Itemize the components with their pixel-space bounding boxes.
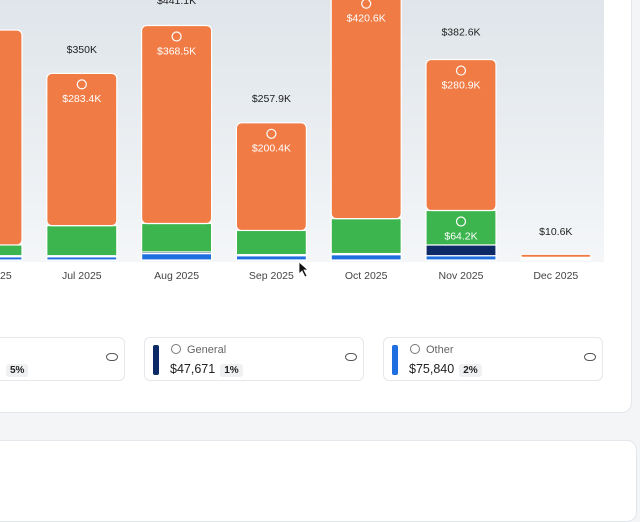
swatch — [153, 345, 159, 375]
total-label: $350K — [67, 44, 97, 56]
card-amount: $47,671 — [170, 362, 216, 376]
segment-icon — [171, 31, 182, 42]
bar-segment — [425, 58, 497, 212]
eye-icon[interactable] — [345, 353, 357, 361]
bar-segment — [520, 253, 592, 258]
card-value: 5% — [1, 362, 29, 377]
card-percent: 5% — [6, 364, 29, 377]
total-label: $382.6K — [441, 26, 480, 38]
bar-segment — [330, 0, 402, 220]
bar-segment — [141, 252, 213, 261]
next-panel — [0, 440, 637, 522]
bar-segment — [46, 225, 118, 257]
card-value: $47,671 1% — [170, 362, 243, 377]
eye-icon[interactable] — [584, 353, 596, 361]
segment-label: $64.2K — [444, 230, 477, 242]
total-label: $441.1K — [157, 0, 196, 7]
segment-label: $283.4K — [62, 93, 101, 105]
card-name: General — [187, 344, 227, 356]
bar-segment — [46, 72, 118, 227]
x-tick-label: Dec 2025 — [533, 270, 578, 282]
bar-segment — [235, 255, 307, 261]
card-name: Other — [426, 344, 454, 356]
bar-segment — [330, 254, 402, 261]
bar-segment — [425, 209, 497, 246]
bar-segment — [425, 255, 497, 261]
segment-icon — [361, 0, 372, 9]
x-tick-label: Jul 2025 — [62, 270, 102, 282]
segment-icon — [266, 128, 277, 139]
x-tick-label: Oct 2025 — [345, 270, 388, 282]
card-percent: 1% — [220, 364, 243, 377]
eye-icon[interactable] — [106, 353, 118, 361]
chart: 25 Jul 2025 $283.4K $350K Aug 2025 $368.5K $44… — [0, 0, 604, 282]
x-tick-label: Nov 2025 — [439, 270, 484, 282]
bar-segment — [0, 29, 23, 246]
segment-label: $420.6K — [347, 12, 386, 24]
card-amount: $75,840 — [409, 362, 455, 376]
bar-segment — [235, 229, 307, 256]
x-tick-label: Aug 2025 — [154, 270, 199, 282]
facebook-icon — [410, 344, 420, 354]
legend-card: 5% — [0, 337, 125, 381]
segment-label: $368.5K — [157, 45, 196, 57]
bar-segment — [141, 222, 213, 253]
card-percent: 2% — [459, 364, 482, 377]
segment-label: $200.4K — [252, 143, 291, 155]
swatch — [392, 345, 398, 375]
bar-segment — [0, 244, 23, 257]
facebook-icon — [171, 344, 181, 354]
bar-segment — [0, 256, 23, 261]
total-label: $257.9K — [252, 93, 291, 105]
x-tick-label: 25 — [0, 270, 12, 282]
total-label: $10.6K — [539, 226, 572, 238]
legend-card: Other $75,840 2% — [383, 337, 603, 381]
segment-icon — [455, 216, 467, 227]
bar-segment — [141, 24, 213, 225]
cursor — [298, 261, 310, 278]
segment-label: $280.9K — [441, 79, 480, 91]
segment-icon — [455, 65, 467, 76]
bar-segment — [425, 244, 497, 257]
bar-segment — [330, 218, 402, 255]
bar-segment — [235, 122, 307, 232]
x-tick-label: Sep 2025 — [249, 270, 294, 282]
card-value: $75,840 2% — [409, 362, 482, 377]
segment-icon — [76, 79, 87, 90]
legend-card: General $47,671 1% — [144, 337, 364, 381]
